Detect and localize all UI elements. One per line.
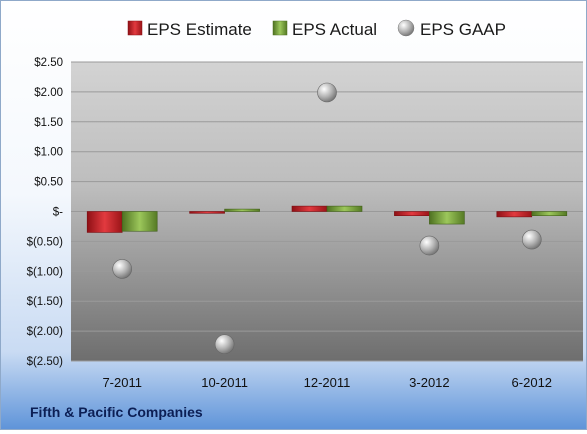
point-eps-gaap-7-2011 [112, 259, 132, 279]
x-tick-label-3-2012: 3-2012 [409, 375, 449, 390]
bar-eps-actual-3-2012 [429, 211, 465, 225]
bar-eps-estimate-12-2011 [291, 205, 328, 212]
y-tick-label-7: $(1.00) [27, 266, 64, 278]
y-tick-label-1: $2.00 [34, 87, 63, 99]
bar-eps-actual-7-2011 [121, 211, 158, 232]
legend-label-eps-gaap: EPS GAAP [420, 20, 506, 39]
bar-eps-estimate-6-2012 [496, 211, 533, 218]
bar-eps-actual-12-2011 [326, 205, 363, 212]
x-tick-label-12-2011: 12-2011 [304, 375, 351, 390]
legend: EPS Estimate EPS Actual EPS GAAP [127, 19, 506, 39]
x-tick-label-6-2012: 6-2012 [512, 375, 552, 390]
point-eps-gaap-12-2011 [317, 82, 337, 103]
legend-swatch-eps-estimate [127, 20, 143, 36]
x-tick-label-7-2011: 7-2011 [102, 375, 142, 390]
y-tick-label-6: $(0.50) [27, 236, 64, 248]
bar-eps-actual-6-2012 [531, 211, 568, 216]
y-tick-label-5: $- [53, 207, 63, 219]
point-eps-gaap-6-2012 [521, 229, 542, 250]
y-tick-label-4: $0.50 [34, 177, 63, 189]
y-tick-label-10: $(2.50) [27, 356, 64, 368]
gaap-points [112, 82, 542, 355]
bar-eps-actual-10-2011 [224, 208, 260, 212]
legend-label-eps-estimate: EPS Estimate [147, 20, 252, 39]
point-eps-gaap-3-2012 [419, 235, 440, 256]
x-axis-labels: 7-2011 10-2011 12-2011 3-2012 6-2012 [102, 375, 552, 390]
x-tick-label-10-2011: 10-2011 [201, 375, 248, 390]
legend-label-eps-actual: EPS Actual [292, 20, 377, 39]
legend-marker-eps-gaap [397, 19, 415, 37]
y-tick-label-2: $1.50 [34, 117, 63, 129]
point-eps-gaap-10-2011 [214, 334, 235, 355]
y-tick-label-8: $(1.50) [27, 296, 64, 308]
bar-eps-estimate-10-2011 [189, 211, 225, 214]
bar-eps-estimate-3-2012 [394, 211, 430, 216]
bar-eps-estimate-7-2011 [86, 211, 123, 233]
y-tick-label-9: $(2.00) [27, 326, 64, 338]
company-label: Fifth & Pacific Companies [30, 404, 203, 420]
y-tick-label-0: $2.50 [34, 57, 63, 69]
y-tick-label-3: $1.00 [34, 147, 63, 159]
bars [86, 205, 568, 233]
y-axis-ticks: $2.50 $2.00 $1.50 $1.00 $0.50 $- $(0.50) $(1.00… [27, 57, 64, 368]
legend-swatch-eps-actual [272, 20, 288, 36]
